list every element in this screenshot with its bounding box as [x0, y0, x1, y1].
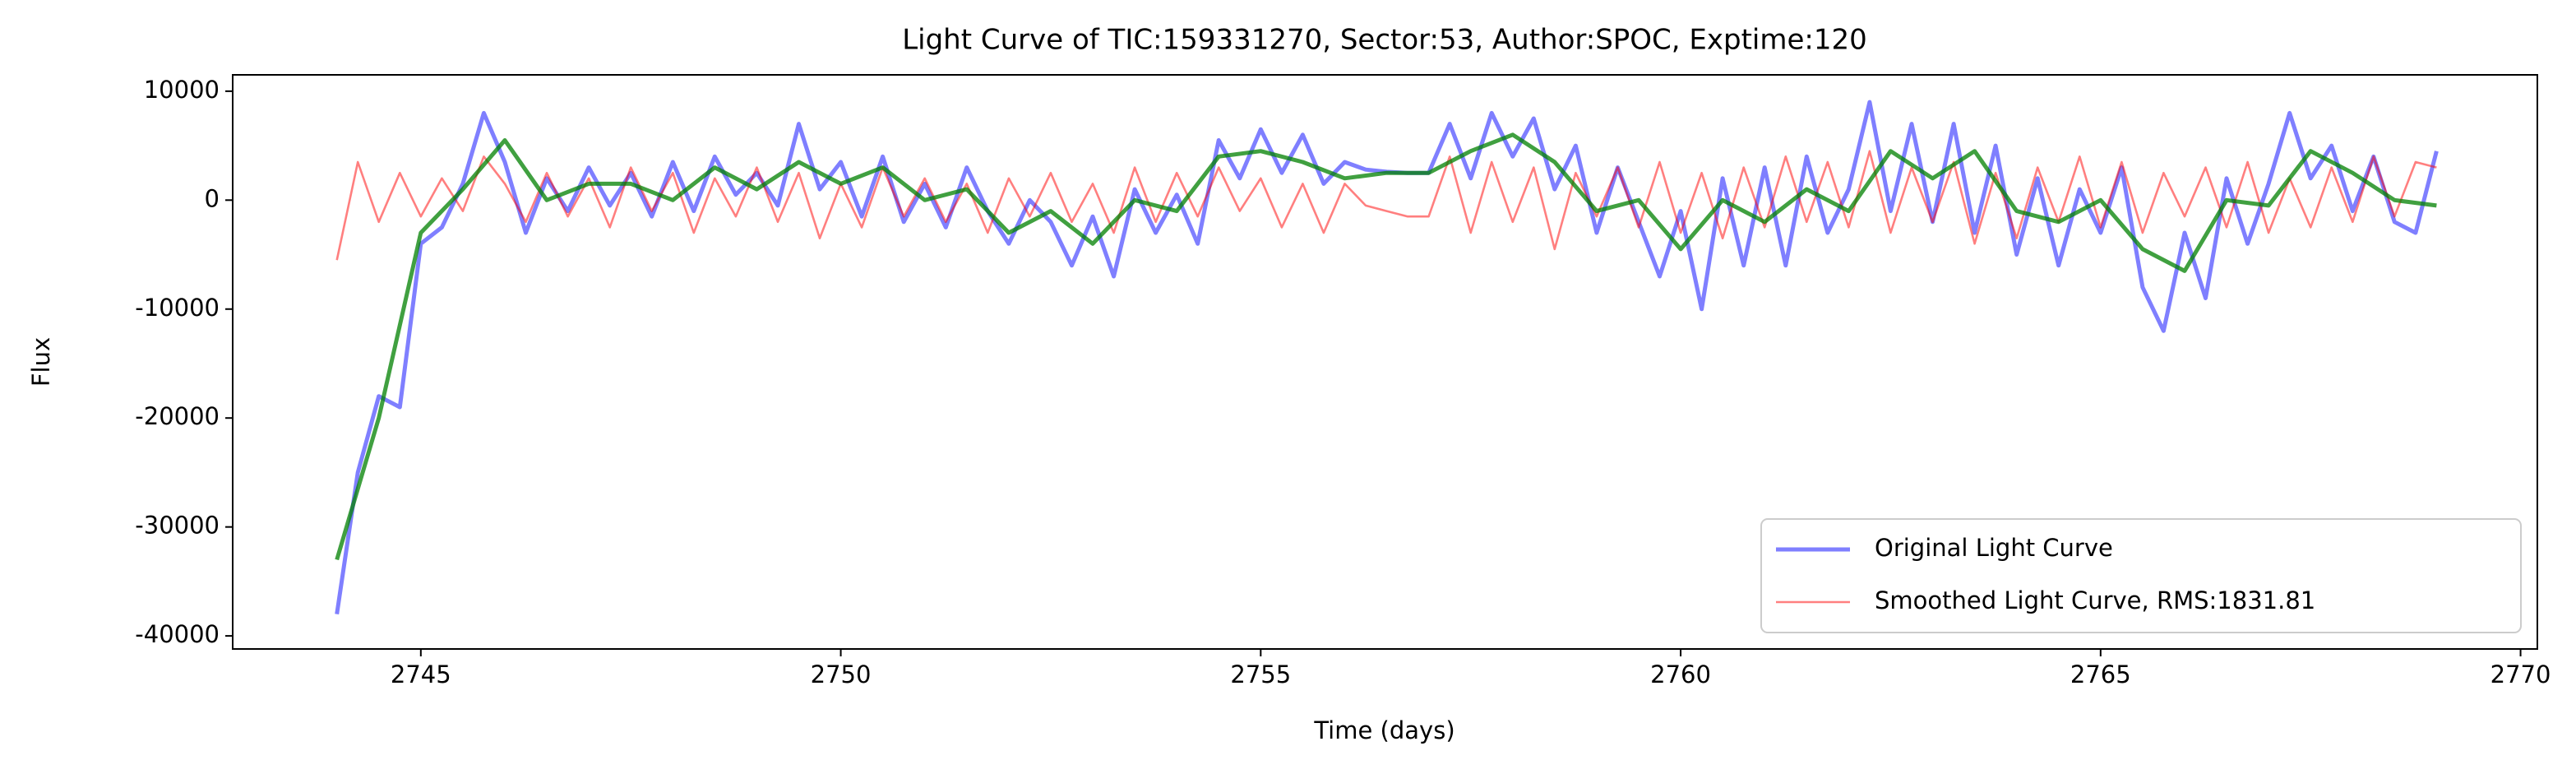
y-axis-label: Flux [27, 337, 55, 387]
y-tick-label: -20000 [135, 402, 220, 430]
x-tick-label: 2755 [1230, 660, 1291, 688]
legend: Original Light Curve Smoothed Light Curve… [1760, 518, 2522, 633]
x-tick-label: 2765 [2070, 660, 2131, 688]
x-tick-label: 2750 [811, 660, 872, 688]
y-tick-label: -10000 [135, 294, 220, 322]
series-line [335, 150, 2437, 261]
y-tick-label: 10000 [144, 76, 220, 104]
axes-frame [232, 74, 2538, 650]
x-axis-label: Time (days) [1313, 716, 1454, 744]
y-tick-label: -40000 [135, 620, 220, 648]
plot-area [335, 100, 2439, 614]
y-tick-label: 0 [205, 184, 220, 212]
x-tick-label: 2770 [2490, 660, 2551, 688]
x-tick-label: 2760 [1650, 660, 1711, 688]
series-line [335, 132, 2437, 561]
x-tick-label: 2745 [391, 660, 451, 688]
y-tick-label: -30000 [135, 512, 220, 540]
legend-box [1760, 518, 2522, 633]
chart-title: Light Curve of TIC:159331270, Sector:53,… [902, 24, 1867, 57]
legend-label: Smoothed Light Curve, RMS:1831.81 [1875, 586, 2315, 614]
legend-label: Original Light Curve [1875, 534, 2113, 562]
